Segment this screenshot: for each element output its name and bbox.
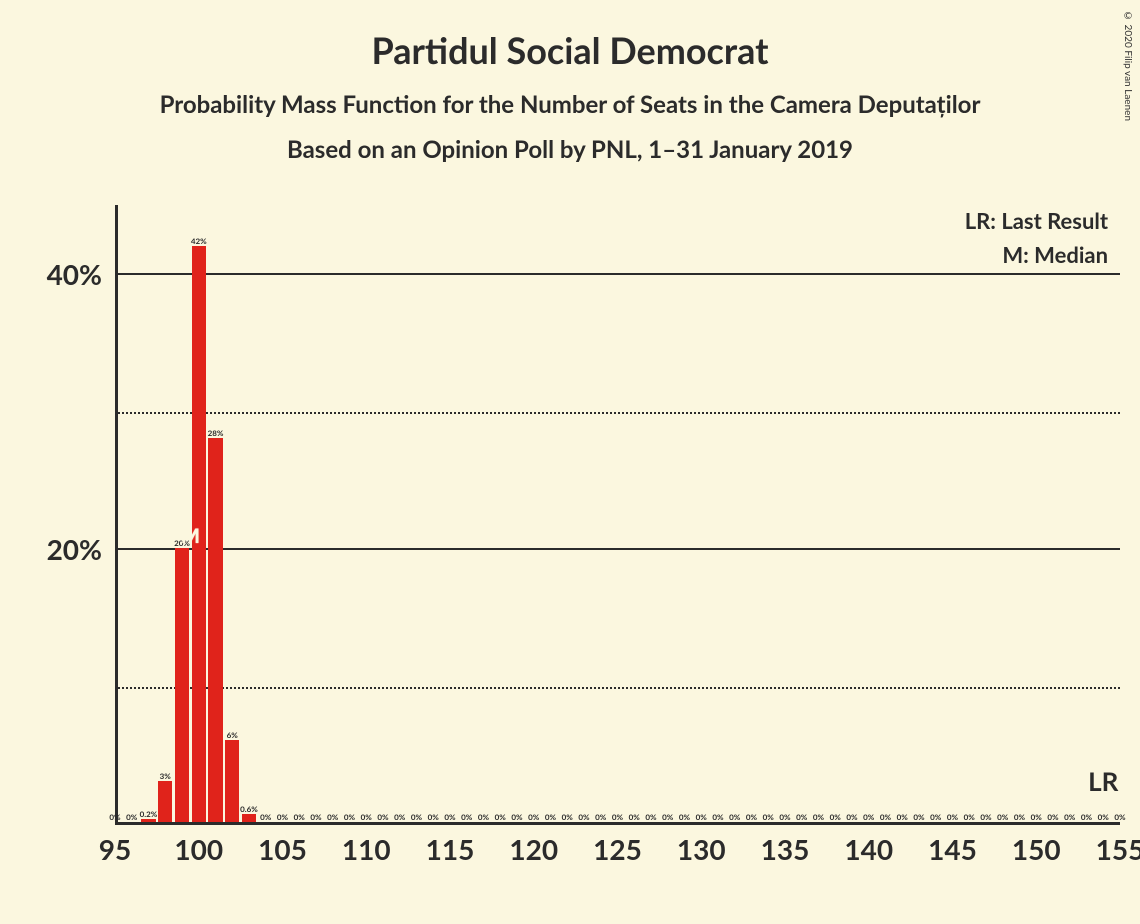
median-marker: M (181, 524, 200, 548)
bar-value-label: 0% (712, 812, 723, 822)
bar-value-label: 0% (1047, 812, 1058, 822)
x-tick-label: 105 (258, 832, 307, 866)
bar-value-label: 0% (461, 812, 472, 822)
bar-value-label: 0% (645, 812, 656, 822)
x-tick-label: 125 (593, 832, 642, 866)
y-axis-line (115, 205, 118, 825)
y-tick-label: 40% (47, 257, 102, 291)
x-tick-label: 120 (509, 832, 558, 866)
bar-value-label: 6% (227, 730, 238, 740)
bar-value-label: 42% (191, 236, 207, 246)
legend-median: M: Median (1002, 241, 1108, 268)
bar-value-label: 0% (679, 812, 690, 822)
copyright-text: © 2020 Filip van Laenen (1122, 10, 1134, 121)
bar-value-label: 0% (1098, 812, 1109, 822)
bar-value-label: 0% (612, 812, 623, 822)
bar-value-label: 0% (830, 812, 841, 822)
bar-value-label: 0% (310, 812, 321, 822)
bar-value-label: 0% (294, 812, 305, 822)
grid-major (115, 273, 1120, 275)
bar-value-label: 0% (980, 812, 991, 822)
bar (158, 781, 172, 822)
x-tick-label: 140 (844, 832, 893, 866)
bar-value-label: 0% (813, 812, 824, 822)
bar-value-label: 0% (947, 812, 958, 822)
bar (225, 740, 239, 822)
bar-value-label: 0% (109, 812, 120, 822)
bar-value-label: 0% (126, 812, 137, 822)
bar-value-label: 0% (495, 812, 506, 822)
bar-value-label: 0% (344, 812, 355, 822)
x-tick-label: 145 (928, 832, 977, 866)
grid-minor (115, 412, 1120, 414)
bar-value-label: 0% (779, 812, 790, 822)
bar-value-label: 0% (746, 812, 757, 822)
bar-value-label: 0% (478, 812, 489, 822)
bar (242, 814, 256, 822)
bar-value-label: 0% (562, 812, 573, 822)
bar-value-label: 0% (880, 812, 891, 822)
last-result-marker: LR (1088, 765, 1118, 797)
x-tick-label: 110 (342, 832, 391, 866)
legend-last-result: LR: Last Result (965, 207, 1108, 234)
x-tick-label: 115 (426, 832, 475, 866)
chart-subtitle-1: Probability Mass Function for the Number… (0, 90, 1140, 119)
bar-value-label: 0% (930, 812, 941, 822)
bar-value-label: 0% (913, 812, 924, 822)
plot-area: LR: Last Result M: Median 0%0%0.2%3%20%4… (115, 205, 1120, 825)
x-axis-line (115, 822, 1120, 825)
bar-value-label: 0% (411, 812, 422, 822)
bar-value-label: 0% (1064, 812, 1075, 822)
x-tick-label: 130 (677, 832, 726, 866)
bar (175, 548, 189, 822)
bar-value-label: 0% (796, 812, 807, 822)
x-tick-label: 155 (1096, 832, 1140, 866)
bar-value-label: 0% (964, 812, 975, 822)
y-tick-label: 20% (47, 532, 102, 566)
x-tick-label: 135 (761, 832, 810, 866)
bar-value-label: 0% (997, 812, 1008, 822)
bar-value-label: 0% (361, 812, 372, 822)
bar-value-label: 0% (846, 812, 857, 822)
bar-value-label: 0.2% (140, 809, 158, 819)
bar-value-label: 0% (1081, 812, 1092, 822)
bar-value-label: 0% (662, 812, 673, 822)
grid-major (115, 548, 1120, 550)
grid-minor (115, 687, 1120, 689)
bar-value-label: 0% (528, 812, 539, 822)
bar-value-label: 0% (578, 812, 589, 822)
bar-value-label: 0% (511, 812, 522, 822)
chart-container: © 2020 Filip van Laenen Partidul Social … (0, 0, 1140, 924)
bar-value-label: 0% (327, 812, 338, 822)
x-tick-label: 95 (99, 832, 131, 866)
bar-value-label: 0% (696, 812, 707, 822)
bar-value-label: 0% (1114, 812, 1125, 822)
bar-value-label: 0% (729, 812, 740, 822)
bar-value-label: 0% (545, 812, 556, 822)
bar-value-label: 0% (277, 812, 288, 822)
x-tick-label: 100 (174, 832, 223, 866)
bar-value-label: 0% (629, 812, 640, 822)
bar-value-label: 0% (260, 812, 271, 822)
bar-value-label: 0.6% (240, 804, 258, 814)
bar-value-label: 0% (897, 812, 908, 822)
chart-title: Partidul Social Democrat (0, 28, 1140, 72)
bar-value-label: 0% (863, 812, 874, 822)
bar-value-label: 0% (595, 812, 606, 822)
bar-value-label: 28% (208, 428, 224, 438)
bar-value-label: 0% (763, 812, 774, 822)
bar-value-label: 0% (394, 812, 405, 822)
bar-value-label: 3% (160, 771, 171, 781)
bar-value-label: 0% (1031, 812, 1042, 822)
bar-value-label: 0% (428, 812, 439, 822)
bar-value-label: 0% (444, 812, 455, 822)
bar-value-label: 0% (377, 812, 388, 822)
x-tick-label: 150 (1012, 832, 1061, 866)
bar-value-label: 0% (1014, 812, 1025, 822)
bar (141, 819, 155, 822)
chart-subtitle-2: Based on an Opinion Poll by PNL, 1–31 Ja… (0, 135, 1140, 164)
bar (208, 438, 222, 822)
